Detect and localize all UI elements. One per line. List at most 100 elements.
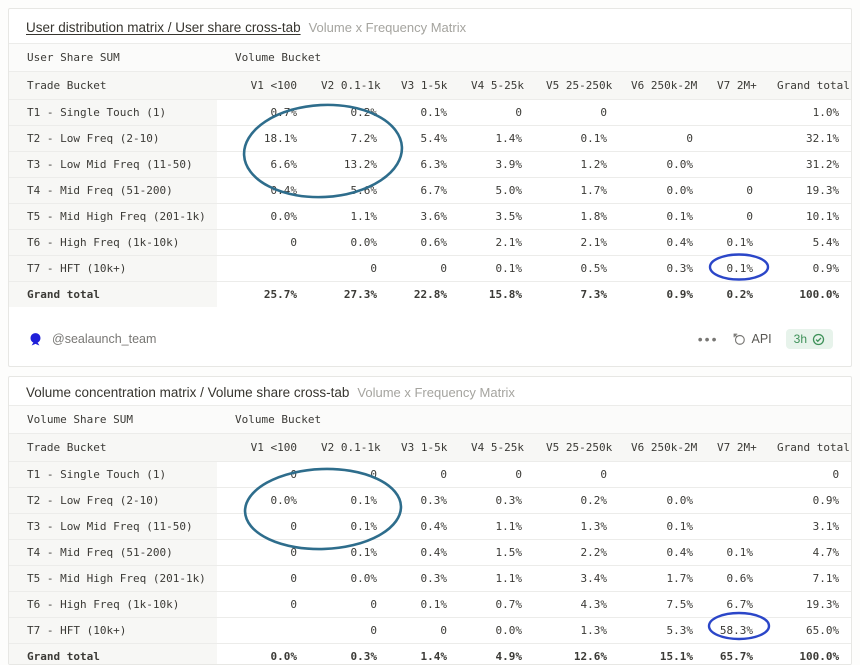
column-header: V5 25-250k — [534, 71, 619, 100]
cell-value: 5.0% — [459, 177, 534, 204]
cell-value: 6.7% — [705, 591, 765, 618]
user-distribution-card: User distribution matrix / User share cr… — [8, 8, 852, 367]
cell-value: 0.4% — [389, 513, 459, 540]
card-subtitle: Volume x Frequency Matrix — [357, 385, 515, 400]
measure-label: User Share SUM — [9, 43, 217, 72]
cell-value: 3.6% — [389, 203, 459, 230]
cell-value: 12.6% — [534, 643, 619, 664]
row-label: T2 - Low Freq (2-10) — [9, 487, 217, 514]
cell-value: 0.9% — [765, 255, 851, 282]
cell-value: 5.4% — [765, 229, 851, 256]
cell-value: 0.0% — [309, 565, 389, 592]
cell-value: 1.1% — [459, 565, 534, 592]
api-button[interactable]: API — [732, 332, 772, 346]
cell-value: 10.1% — [765, 203, 851, 230]
cell-value: 4.9% — [459, 643, 534, 664]
cell-value: 0 — [309, 617, 389, 644]
cell-value: 0.0% — [619, 487, 705, 514]
api-button-label: API — [751, 332, 772, 346]
cell-value: 0 — [765, 461, 851, 488]
column-group-label: Volume Bucket — [217, 43, 851, 72]
cell-value: 0.2% — [534, 487, 619, 514]
cell-value: 1.7% — [534, 177, 619, 204]
volume-share-table: Volume Share SUM Volume Bucket Trade Buc… — [9, 405, 851, 664]
row-label: T3 - Low Mid Freq (11-50) — [9, 151, 217, 178]
table-row: T3 - Low Mid Freq (11-50) 0 0.1% 0.4% 1.1% 1.… — [9, 513, 851, 540]
author-link[interactable]: @sealaunch_team — [52, 332, 157, 346]
cell-value: 0.0% — [217, 203, 309, 230]
column-header: V7 2M+ — [705, 433, 765, 462]
cell-value: 25.7% — [217, 281, 309, 307]
cell-value: 4.3% — [534, 591, 619, 618]
cell-value — [619, 461, 705, 488]
cell-value: 65.7% — [705, 643, 765, 664]
cell-value: 13.2% — [309, 151, 389, 178]
column-header-row: Trade Bucket V1 <100 V2 0.1-1k V3 1-5k V4 5… — [9, 433, 851, 462]
refresh-status-badge[interactable]: 3h — [785, 329, 833, 349]
cell-value: 5.6% — [309, 177, 389, 204]
cell-value: 0 — [389, 617, 459, 644]
table-row: T5 - Mid High Freq (201-1k) 0 0.0% 0.3% 1.1%… — [9, 565, 851, 592]
cell-value: 0 — [619, 125, 705, 152]
cell-value: 0 — [217, 229, 309, 256]
cell-value: 1.2% — [534, 151, 619, 178]
cell-value: 100.0% — [765, 643, 851, 664]
cell-value: 0.1% — [705, 229, 765, 256]
cell-value: 0 — [309, 591, 389, 618]
row-label: T4 - Mid Freq (51-200) — [9, 539, 217, 566]
cell-value: 0.7% — [217, 99, 309, 126]
column-header: V4 5-25k — [459, 433, 534, 462]
row-label: T5 - Mid High Freq (201-1k) — [9, 565, 217, 592]
cell-value: 0.1% — [705, 539, 765, 566]
cell-value: 1.4% — [389, 643, 459, 664]
column-header: V2 0.1-1k — [309, 433, 389, 462]
table-row: T5 - Mid High Freq (201-1k) 0.0% 1.1% 3.6% 3… — [9, 203, 851, 230]
cell-value: 1.5% — [459, 539, 534, 566]
column-header: V6 250k-2M — [619, 433, 705, 462]
cell-value: 0 — [217, 539, 309, 566]
table-row: T1 - Single Touch (1) 0 0 0 0 0 0 — [9, 461, 851, 488]
cell-value: 1.8% — [534, 203, 619, 230]
cell-value: 0.1% — [619, 513, 705, 540]
cell-value: 0 — [705, 203, 765, 230]
cell-value: 4.7% — [765, 539, 851, 566]
cell-value: 0 — [217, 513, 309, 540]
cell-value: 3.4% — [534, 565, 619, 592]
row-label: T4 - Mid Freq (51-200) — [9, 177, 217, 204]
cell-value: 2.1% — [459, 229, 534, 256]
card-title-link[interactable]: User distribution matrix / User share cr… — [26, 20, 301, 35]
cell-value: 7.1% — [765, 565, 851, 592]
cell-value: 3.9% — [459, 151, 534, 178]
cell-value: 0 — [309, 255, 389, 282]
column-group-label: Volume Bucket — [217, 405, 851, 434]
cell-value: 22.8% — [389, 281, 459, 307]
cell-value — [705, 461, 765, 488]
cell-value: 15.8% — [459, 281, 534, 307]
cell-value: 6.7% — [389, 177, 459, 204]
cell-value: 0.6% — [705, 565, 765, 592]
row-axis-label: Trade Bucket — [9, 433, 217, 462]
row-label: T6 - High Freq (1k-10k) — [9, 591, 217, 618]
cell-value: 7.5% — [619, 591, 705, 618]
cell-value: 0.2% — [705, 281, 765, 307]
cell-value: 0.0% — [217, 643, 309, 664]
cell-value: 1.7% — [619, 565, 705, 592]
row-label: T7 - HFT (10k+) — [9, 255, 217, 282]
cell-value: 0.0% — [619, 177, 705, 204]
cell-value: 0.3% — [309, 643, 389, 664]
cell-value: 0.4% — [619, 229, 705, 256]
cell-value: 3.5% — [459, 203, 534, 230]
card-header: Volume concentration matrix / Volume sha… — [9, 377, 851, 405]
cell-value: 15.1% — [619, 643, 705, 664]
cell-value: 6.6% — [217, 151, 309, 178]
cell-value: 7.2% — [309, 125, 389, 152]
cell-value: 0 — [459, 99, 534, 126]
seal-logo-icon — [27, 331, 44, 348]
table-row: T6 - High Freq (1k-10k) 0 0 0.1% 0.7% 4.3% 7.5… — [9, 591, 851, 618]
table-row: T7 - HFT (10k+) 0 0 0.1% 0.5% 0.3% 0.1% 0.9% — [9, 255, 851, 282]
cell-value: 0.3% — [389, 487, 459, 514]
cell-value: 1.1% — [309, 203, 389, 230]
more-menu-button[interactable]: ••• — [697, 331, 719, 347]
table-row: T3 - Low Mid Freq (11-50) 6.6% 13.2% 6.3% 3.… — [9, 151, 851, 178]
cell-value: 2.2% — [534, 539, 619, 566]
